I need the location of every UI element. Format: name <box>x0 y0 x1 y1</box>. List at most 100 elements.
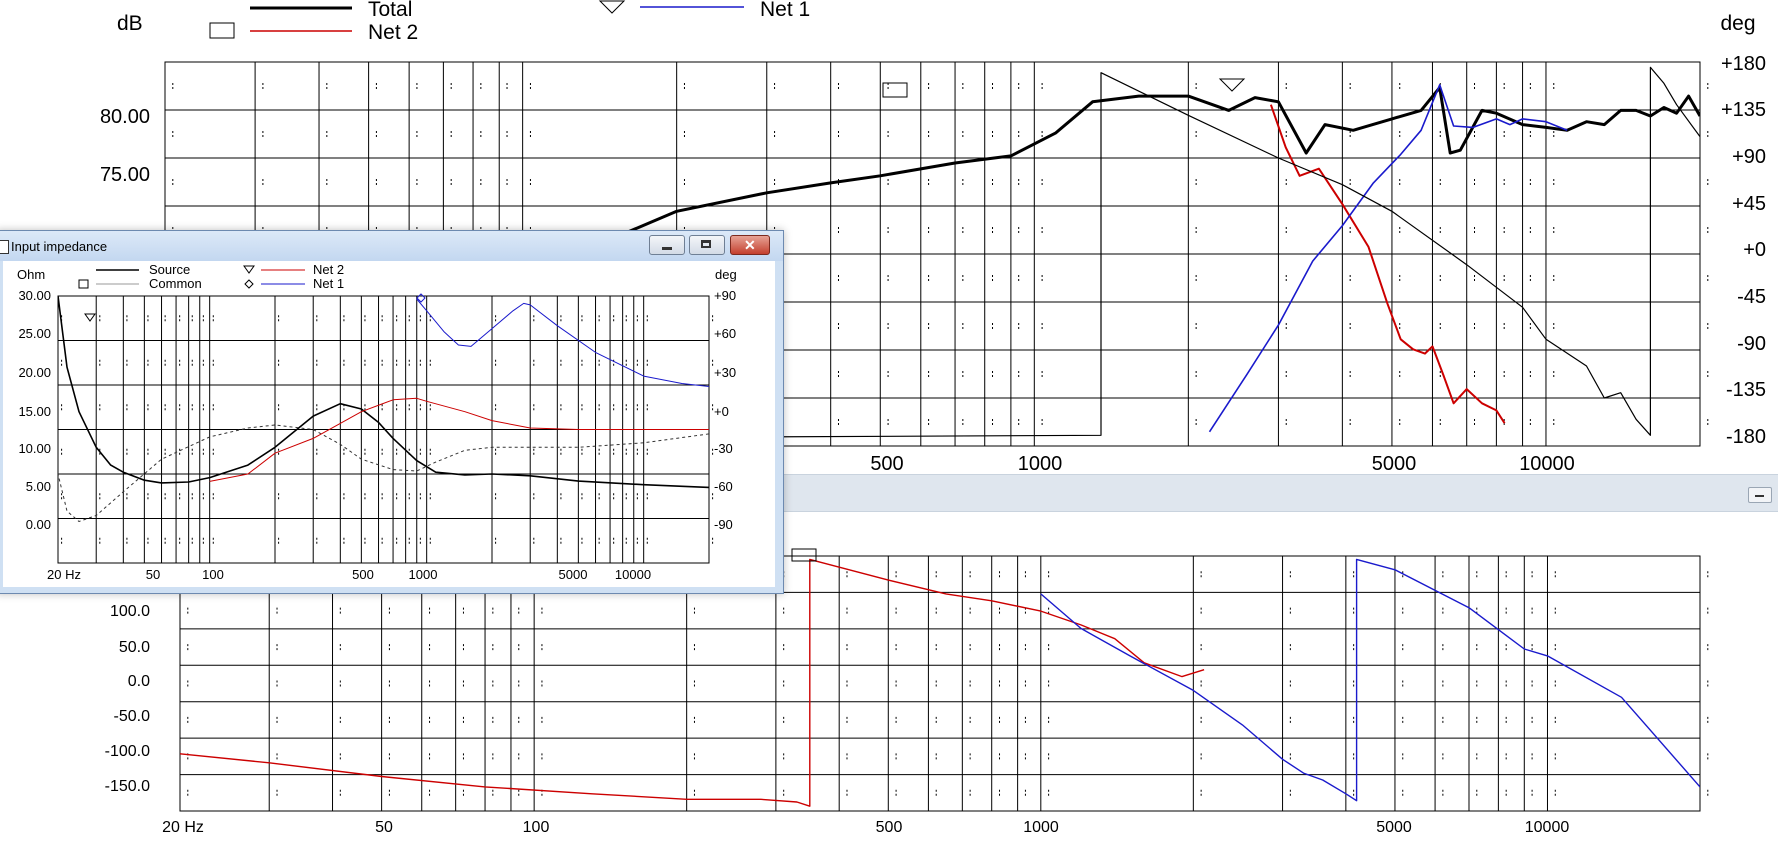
imp-left-ticks: 30.00 25.00 20.00 15.00 10.00 5.00 0.00 <box>18 288 51 532</box>
lower-window-minimize-button[interactable] <box>1748 487 1772 503</box>
series-source-line <box>58 295 709 489</box>
lower-grid <box>179 556 1709 811</box>
imp-legend-net1-diamond-icon <box>244 279 254 289</box>
imp-x-tick: 1000 <box>409 567 438 582</box>
total-marker-square-icon <box>882 82 908 98</box>
main-left-tick: 75.00 <box>100 164 150 186</box>
series-common-line <box>58 424 709 522</box>
imp-legend-net2-triangle-icon <box>243 265 255 274</box>
imp-right-tick: -60 <box>714 479 733 494</box>
main-left-tick: 80.00 <box>100 106 150 128</box>
window-system-icon[interactable] <box>0 240 9 254</box>
impedance-minimize-button[interactable] <box>649 235 685 255</box>
imp-legend-common-label: Common <box>149 276 202 291</box>
imp-series-group <box>58 295 709 522</box>
lower-marker-square-icon <box>791 548 817 562</box>
main-left-ticks: 80.00 75.00 <box>100 106 150 186</box>
imp-legend-source-label: Source <box>149 262 190 277</box>
main-x-tick: 1000 <box>1018 453 1063 475</box>
series-net-1-phase-line <box>1040 558 1700 802</box>
main-right-tick: -135 <box>1726 379 1766 401</box>
lower-y-tick: -150.0 <box>105 778 150 795</box>
main-x-tick: 5000 <box>1372 453 1417 475</box>
main-right-tick: +0 <box>1743 239 1766 261</box>
legend-net2-square-icon <box>209 22 235 39</box>
series-total-line <box>562 86 1700 263</box>
imp-left-tick: 25.00 <box>18 326 51 341</box>
lower-y-tick: 0.0 <box>128 673 150 690</box>
impedance-window[interactable]: Input impedance Ohm deg Source Common Ne… <box>0 230 784 594</box>
lower-x-tick: 500 <box>876 819 903 836</box>
series-net-2-line <box>209 397 709 482</box>
series-total-phase-line <box>165 66 1700 441</box>
imp-ylabel-right: deg <box>715 267 737 282</box>
main-x-ticks: 500 1000 5000 10000 <box>870 453 1575 475</box>
main-legend: Total Net 2 Net 1 <box>209 0 810 44</box>
lower-x-tick: 5000 <box>1376 819 1412 836</box>
main-right-tick: -180 <box>1726 426 1766 448</box>
main-ylabel-right: deg <box>1720 12 1755 35</box>
imp-left-tick: 0.00 <box>26 517 51 532</box>
lower-series-group <box>180 558 1700 807</box>
main-right-tick: +180 <box>1721 53 1766 75</box>
impedance-window-client: Ohm deg Source Common Net 2 Net 1 <box>3 261 775 587</box>
lower-y-tick: -50.0 <box>114 708 151 725</box>
main-right-tick: +45 <box>1732 193 1766 215</box>
main-right-tick: +90 <box>1732 146 1766 168</box>
imp-left-tick: 20.00 <box>18 365 51 380</box>
main-series-group <box>165 66 1700 441</box>
net1-marker-triangle-icon <box>1218 78 1246 92</box>
impedance-chart: Ohm deg Source Common Net 2 Net 1 <box>17 262 737 582</box>
imp-x-tick: 10000 <box>615 567 651 582</box>
series-net-2-line <box>1269 104 1506 424</box>
imp-left-tick: 30.00 <box>18 288 51 303</box>
main-right-tick: -90 <box>1737 333 1766 355</box>
main-right-tick: -45 <box>1737 286 1766 308</box>
impedance-close-button[interactable] <box>730 235 770 255</box>
series-net-1-line <box>1208 84 1568 433</box>
lower-y-tick: 100.0 <box>110 603 150 620</box>
imp-net1-marker-diamond-icon <box>416 293 426 303</box>
legend-net2-label: Net 2 <box>368 21 418 44</box>
lower-y-tick: 50.0 <box>119 639 150 656</box>
lower-plot-area <box>179 548 1709 812</box>
impedance-window-title: Input impedance <box>11 239 108 254</box>
series-net-1-line <box>416 298 709 387</box>
lower-x-tick: 20 Hz <box>162 819 204 836</box>
imp-right-tick: +0 <box>714 404 729 419</box>
imp-right-tick: +30 <box>714 365 736 380</box>
lower-x-tick: 1000 <box>1023 819 1059 836</box>
impedance-maximize-button[interactable] <box>689 235 725 255</box>
lower-x-ticks: 20 Hz 50 100 500 1000 5000 10000 <box>162 819 1569 836</box>
lower-x-tick: 10000 <box>1525 819 1570 836</box>
imp-right-ticks: +90 +60 +30 +0 -30 -60 -90 <box>714 288 736 532</box>
imp-x-tick: 5000 <box>559 567 588 582</box>
imp-legend-net1-label: Net 1 <box>313 276 344 291</box>
imp-legend-net2-label: Net 2 <box>313 262 344 277</box>
main-x-tick: 500 <box>870 453 903 475</box>
lower-x-tick: 50 <box>375 819 393 836</box>
imp-right-tick: -90 <box>714 517 733 532</box>
series-net-2-phase-line <box>180 558 1205 807</box>
imp-x-ticks: 20 Hz 50 100 500 1000 5000 10000 <box>47 567 651 582</box>
imp-x-tick: 50 <box>146 567 160 582</box>
lower-y-ticks: 100.0 50.0 0.0 -50.0 -100.0 -150.0 <box>105 603 150 795</box>
imp-legend: Source Common Net 2 Net 1 <box>78 262 344 291</box>
imp-left-tick: 5.00 <box>26 479 51 494</box>
lower-x-tick: 100 <box>523 819 550 836</box>
main-right-tick: +135 <box>1721 99 1766 121</box>
imp-right-tick: +60 <box>714 326 736 341</box>
imp-ylabel-left: Ohm <box>17 267 45 282</box>
imp-right-tick: +90 <box>714 288 736 303</box>
imp-legend-common-square-icon <box>78 279 89 289</box>
legend-net1-triangle-icon <box>598 0 626 14</box>
imp-x-tick: 100 <box>202 567 224 582</box>
imp-left-tick: 10.00 <box>18 441 51 456</box>
lower-y-tick: -100.0 <box>105 743 150 760</box>
impedance-window-titlebar[interactable]: Input impedance <box>0 231 783 261</box>
legend-net1-label: Net 1 <box>760 0 810 21</box>
main-x-tick: 10000 <box>1519 453 1575 475</box>
imp-x-tick: 500 <box>352 567 374 582</box>
legend-total-label: Total <box>368 0 412 21</box>
